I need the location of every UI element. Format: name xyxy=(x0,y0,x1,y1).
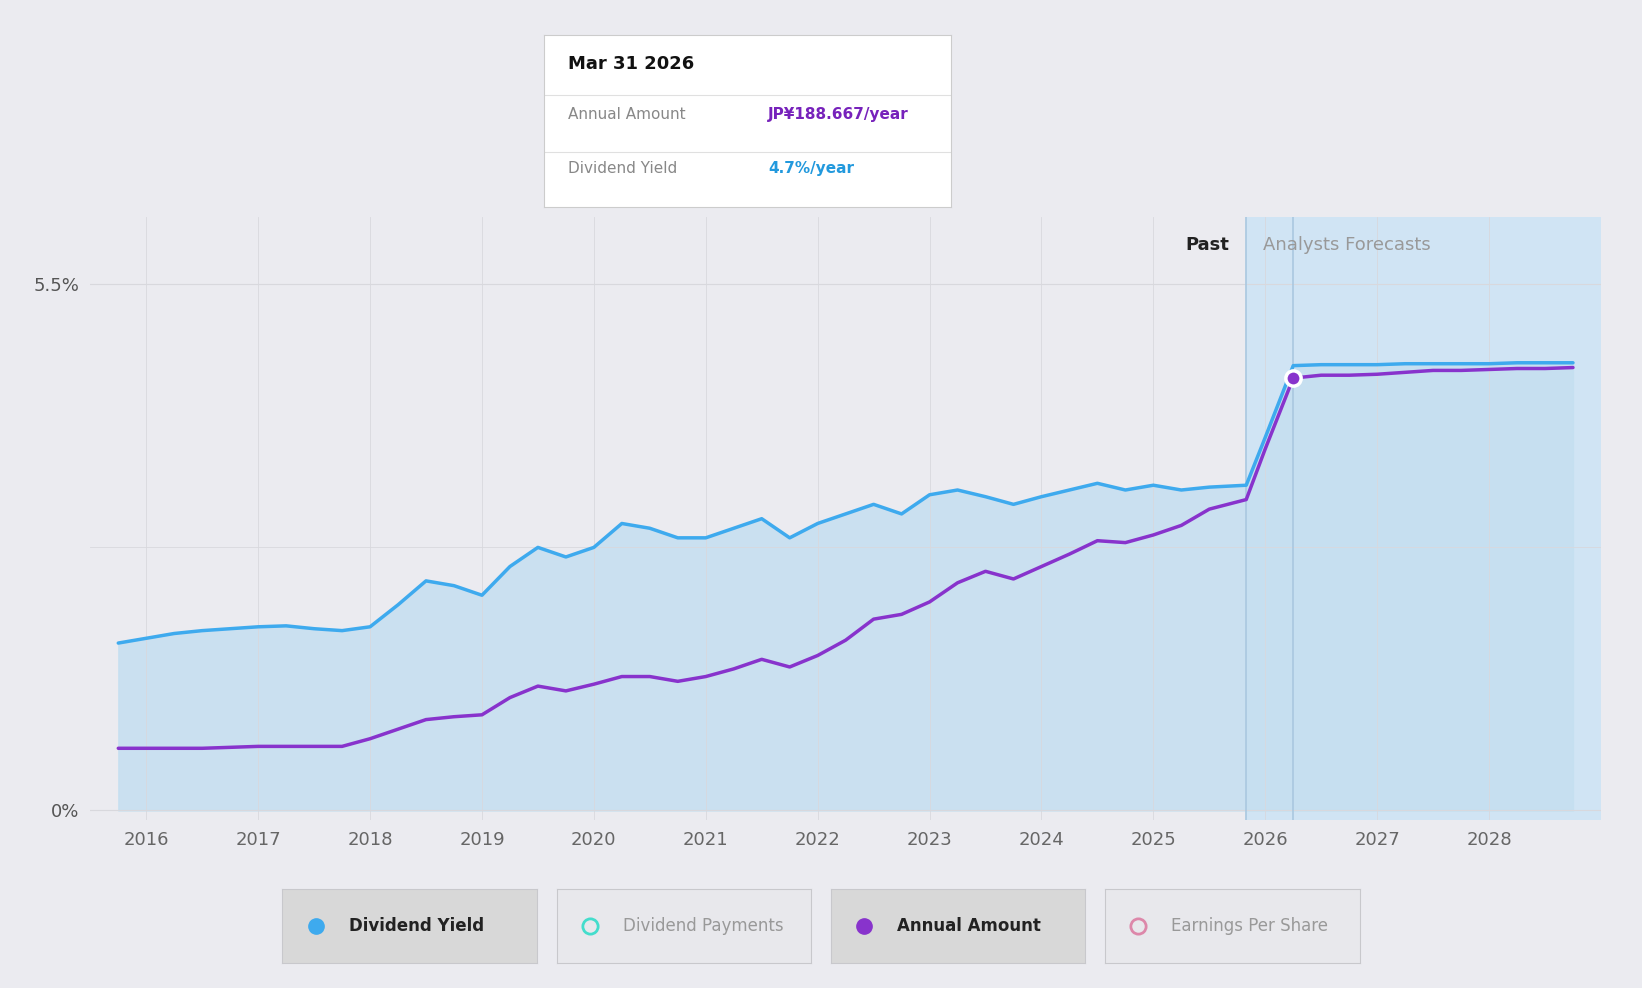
Bar xyxy=(1246,217,1601,820)
Text: Analysts Forecasts: Analysts Forecasts xyxy=(1263,236,1430,254)
Text: 4.7%/year: 4.7%/year xyxy=(768,161,854,176)
Text: Dividend Payments: Dividend Payments xyxy=(622,917,783,936)
Text: Annual Amount: Annual Amount xyxy=(568,108,686,123)
Text: JP¥188.667/year: JP¥188.667/year xyxy=(768,108,908,123)
Text: Past: Past xyxy=(1186,236,1230,254)
Text: Mar 31 2026: Mar 31 2026 xyxy=(568,55,695,73)
Text: Annual Amount: Annual Amount xyxy=(897,917,1041,936)
Text: Earnings Per Share: Earnings Per Share xyxy=(1171,917,1328,936)
Text: Dividend Yield: Dividend Yield xyxy=(568,161,677,176)
Text: Dividend Yield: Dividend Yield xyxy=(348,917,484,936)
